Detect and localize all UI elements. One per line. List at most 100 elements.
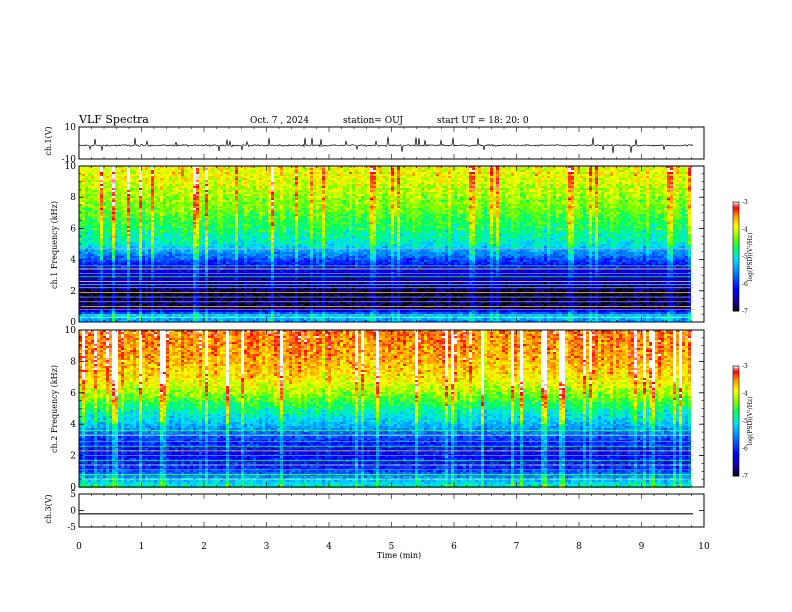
spectrogram-cell — [109, 234, 112, 236]
spectrogram-cell — [166, 250, 169, 252]
spectrogram-cell — [112, 192, 115, 194]
spectrogram-cell — [97, 202, 100, 204]
spectrogram-cell — [256, 170, 259, 172]
spectrogram-cell — [82, 294, 85, 296]
spectrogram-cell — [238, 250, 241, 252]
spectrogram-cell — [256, 298, 259, 300]
spectrogram-cell — [190, 208, 193, 210]
spectrogram-cell — [139, 304, 142, 306]
spectrogram-cell — [205, 232, 208, 234]
spectrogram-cell — [166, 230, 169, 232]
spectrogram-cell — [196, 172, 199, 174]
spectrogram-cell — [196, 168, 199, 170]
spectrogram-cell — [181, 182, 184, 184]
spectrogram-cell — [217, 282, 220, 284]
spectrogram-cell — [178, 232, 181, 234]
spectrogram-cell — [169, 224, 172, 226]
spectrogram-cell — [226, 258, 229, 260]
spectrogram-cell — [187, 182, 190, 184]
spectrogram-cell — [91, 262, 94, 264]
spectrogram-cell — [82, 172, 85, 174]
spectrogram-cell — [112, 278, 115, 280]
spectrogram-cell — [238, 266, 241, 268]
spectrogram-cell — [121, 310, 124, 312]
spectrogram-cell — [160, 168, 163, 170]
spectrogram-cell — [139, 238, 142, 240]
spectrogram-cell — [238, 298, 241, 300]
spectrogram-cell — [166, 178, 169, 180]
spectrogram-cell — [97, 168, 100, 170]
spectrogram-cell — [208, 238, 211, 240]
spectrogram-cell — [214, 238, 217, 240]
spectrogram-cell — [82, 242, 85, 244]
spectrogram-cell — [127, 188, 130, 190]
spectrogram-cell — [130, 214, 133, 216]
spectrogram-cell — [232, 262, 235, 264]
spectrogram-cell — [94, 290, 97, 292]
spectrogram-cell — [130, 230, 133, 232]
spectrogram-cell — [130, 246, 133, 248]
spectrogram-cell — [229, 192, 232, 194]
spectrogram-cell — [232, 254, 235, 256]
spectrogram-cell — [88, 174, 91, 176]
spectrogram-cell — [85, 218, 88, 220]
spectrogram-cell — [94, 254, 97, 256]
spectrogram-cell — [181, 310, 184, 312]
spectrogram-cell — [154, 304, 157, 306]
spectrogram-cell — [130, 196, 133, 198]
spectrogram-cell — [121, 212, 124, 214]
spectrogram-cell — [259, 198, 262, 200]
spectrogram-cell — [151, 192, 154, 194]
spectrogram-cell — [256, 210, 259, 212]
spectrogram-cell — [193, 234, 196, 236]
spectrogram-cell — [82, 194, 85, 196]
spectrogram-cell — [91, 242, 94, 244]
spectrogram-cell — [217, 310, 220, 312]
spectrogram-cell — [241, 288, 244, 290]
spectrogram-cell — [133, 194, 136, 196]
spectrogram-cell — [109, 288, 112, 290]
spectrogram-cell — [193, 304, 196, 306]
spectrogram-cell — [247, 194, 250, 196]
spectrogram-cell — [142, 180, 145, 182]
spectrogram-cell — [211, 244, 214, 246]
spectrogram-cell — [112, 312, 115, 314]
spectrogram-cell — [148, 256, 151, 258]
spectrogram-cell — [163, 244, 166, 246]
spectrogram-cell — [82, 174, 85, 176]
spectrogram-cell — [103, 278, 106, 280]
spectrogram-cell — [106, 196, 109, 198]
spectrogram-cell — [145, 282, 148, 284]
spectrogram-cell — [259, 250, 262, 252]
spectrogram-cell — [199, 234, 202, 236]
spectrogram-cell — [151, 270, 154, 272]
spectrogram-cell — [196, 186, 199, 188]
spectrogram-cell — [136, 236, 139, 238]
spectrogram-cell — [190, 258, 193, 260]
spectrogram-cell — [226, 270, 229, 272]
spectrogram-cell — [187, 252, 190, 254]
spectrogram-cell — [202, 212, 205, 214]
spectrogram-cell — [115, 278, 118, 280]
spectrogram-cell — [187, 174, 190, 176]
spectrogram-cell — [97, 260, 100, 262]
spectrogram-cell — [241, 282, 244, 284]
spectrogram-cell — [109, 178, 112, 180]
spectrogram-cell — [118, 194, 121, 196]
spectrogram-cell — [142, 220, 145, 222]
spectrogram-cell — [181, 236, 184, 238]
spectrogram-cell — [217, 258, 220, 260]
spectrogram-cell — [265, 186, 268, 188]
spectrogram-cell — [199, 224, 202, 226]
spectrogram-cell — [250, 204, 253, 206]
spectrogram-cell — [85, 220, 88, 222]
spectrogram-cell — [112, 244, 115, 246]
spectrogram-cell — [130, 240, 133, 242]
spectrogram-cell — [172, 270, 175, 272]
spectrogram-cell — [82, 206, 85, 208]
spectrogram-cell — [157, 190, 160, 192]
spectrogram-cell — [190, 178, 193, 180]
spectrogram-cell — [178, 212, 181, 214]
spectrogram-cell — [232, 226, 235, 228]
spectrogram-cell — [106, 202, 109, 204]
